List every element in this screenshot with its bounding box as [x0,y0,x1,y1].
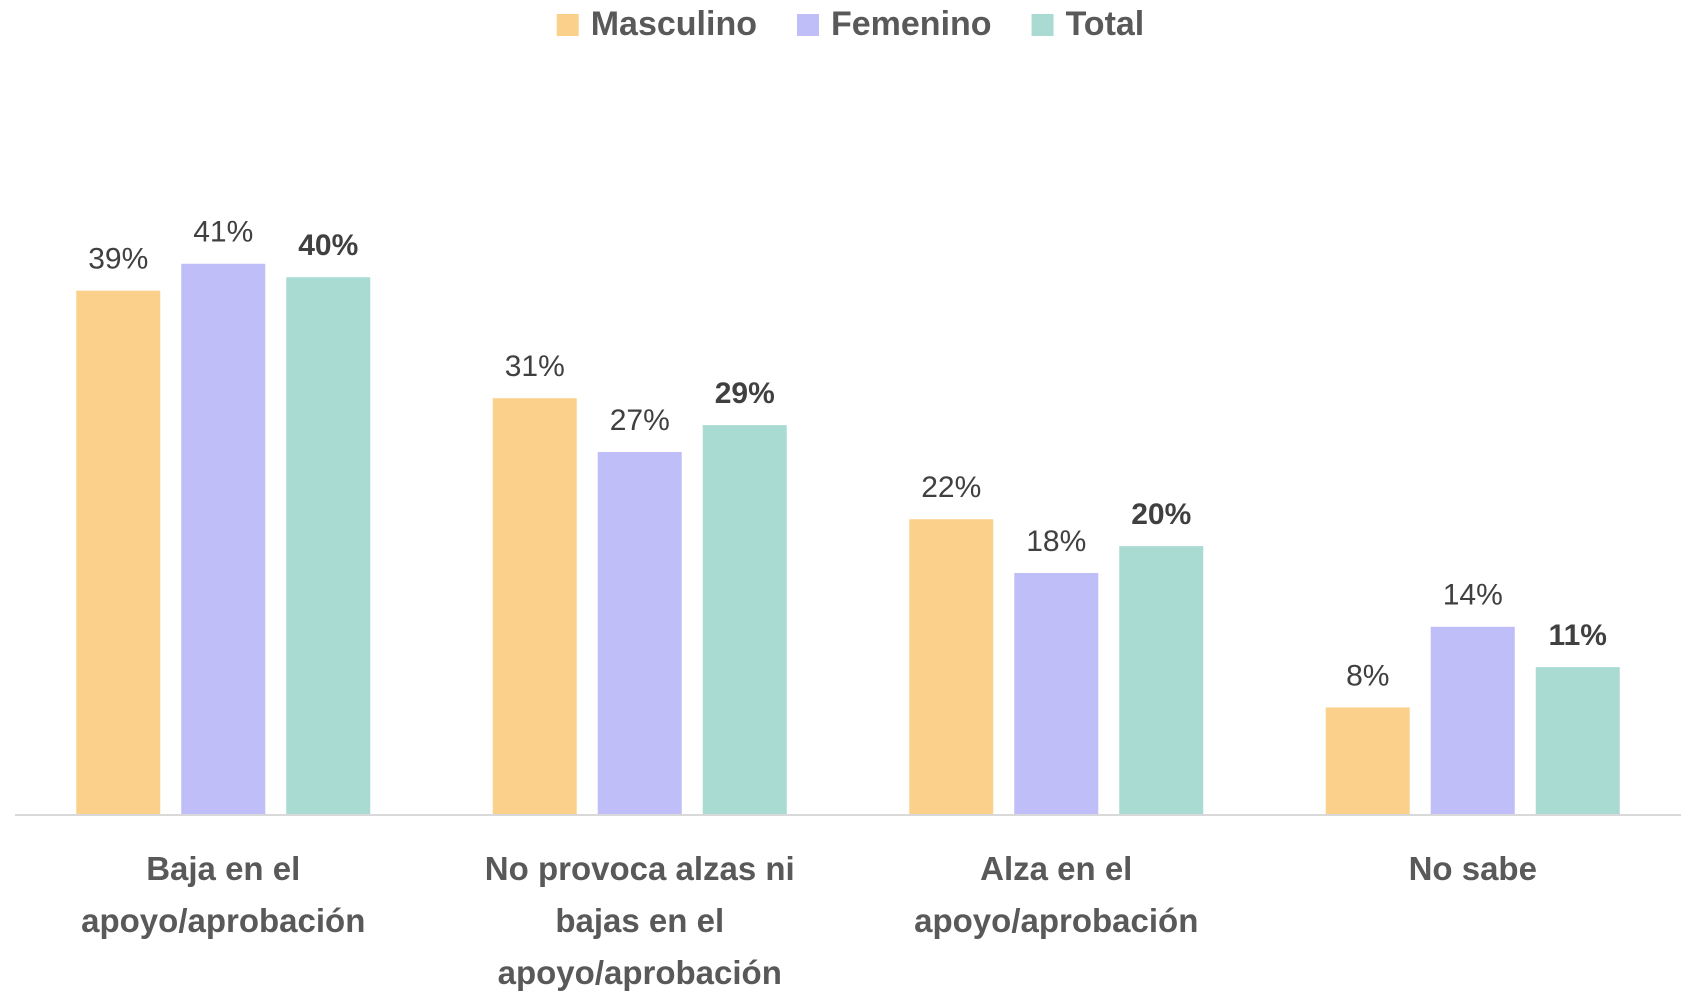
data-label: 27% [610,404,670,437]
legend-label: Masculino [591,5,757,43]
bar [181,263,266,815]
data-label: 39% [88,243,148,276]
data-label: 18% [1026,525,1086,558]
bar [1430,626,1515,815]
data-label: 8% [1346,659,1389,692]
data-label: 22% [921,471,981,504]
data-label: 14% [1443,579,1503,612]
bar [1535,667,1620,815]
legend-label: Total [1066,5,1145,43]
bar [286,277,371,815]
legend-label: Femenino [831,5,992,43]
legend-swatch [556,14,579,36]
legend-swatch [1031,14,1054,36]
bar [492,398,577,815]
data-label: 29% [715,377,775,410]
bar [909,519,994,815]
x-tick-label: No sabe [1408,850,1537,887]
x-tick-label: Baja en el apoyo/aprobación [81,850,366,939]
data-label: 20% [1131,498,1191,531]
legend-swatch [796,14,819,36]
bar [1119,546,1204,815]
bar [76,290,161,816]
x-tick-label: No provoca alzas ni bajas en el apoyo/ap… [484,850,795,991]
data-label: 41% [193,216,253,249]
bar [1325,707,1410,815]
bar [702,425,787,815]
bar [1014,573,1099,815]
bar [597,452,682,815]
data-label: 31% [505,350,565,383]
data-label: 40% [298,229,358,262]
x-tick-label: Alza en el apoyo/aprobación [914,850,1199,939]
data-label: 11% [1549,619,1607,652]
